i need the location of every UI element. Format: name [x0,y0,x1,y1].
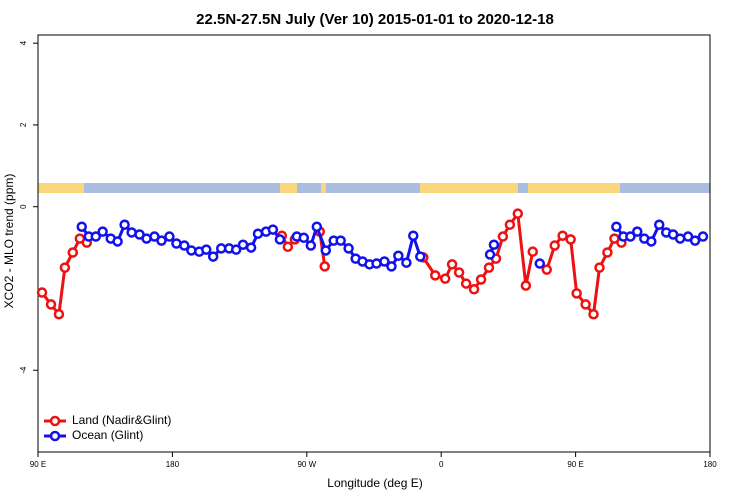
plot-frame [37,34,711,453]
point [439,273,451,284]
point [697,231,709,242]
y-tick-label: -4 [19,366,28,374]
point [305,240,317,251]
point [588,308,599,320]
y-tick-label: 4 [19,40,28,45]
point [36,287,48,298]
x-tick-label: 90 E [30,460,46,469]
point [602,247,613,258]
point [45,299,57,310]
point [594,262,605,273]
point [475,274,487,285]
point [401,257,412,268]
point [484,249,496,260]
x-tick-label: 90 E [567,460,583,469]
point [632,226,643,237]
point [252,228,264,239]
point [67,247,79,258]
point [76,221,88,232]
legend-label: Ocean (Glint) [72,428,143,442]
point [393,250,404,262]
point [504,219,516,230]
point [557,230,568,241]
point [320,245,332,256]
point [527,246,538,257]
point [119,219,130,230]
point [207,251,219,262]
point [335,235,346,246]
point [415,251,426,262]
point [282,241,294,253]
point [311,221,323,232]
point [53,308,65,320]
point [468,284,480,295]
legend-marker [49,415,61,427]
y-tick-label: 2 [19,122,28,127]
point [179,240,190,251]
point [689,235,701,246]
point [379,256,390,267]
point [201,244,212,255]
legend-marker [49,430,61,442]
point [446,259,458,270]
point [386,261,397,272]
point [453,267,465,278]
point [230,244,242,255]
point [97,226,108,237]
point [319,261,330,272]
point [429,270,441,281]
point [237,239,249,250]
point [164,231,175,242]
point [59,262,71,273]
point [646,236,657,247]
x-tick-label: 0 [439,460,444,469]
point [653,219,665,230]
point [625,231,636,242]
point [580,299,591,310]
point [186,245,197,256]
chart-title: 22.5N-27.5N July (Ver 10) 2015-01-01 to … [196,11,554,28]
point [541,264,553,275]
land-sea-band [38,183,710,193]
point [156,235,167,246]
point [245,242,257,253]
point [520,280,532,291]
point [497,231,509,242]
y-axis-label: XCO2 - MLO trend (ppm) [2,174,16,309]
point [90,231,102,242]
point [565,234,576,245]
point [274,234,286,245]
x-tick-label: 180 [703,460,717,469]
point [460,278,472,289]
x-axis-label: Longitude (deg E) [327,476,422,490]
point [571,288,582,299]
point [534,258,546,269]
point [483,262,495,273]
point [408,230,419,241]
point [298,232,310,244]
point [488,239,500,250]
x-tick-label: 180 [166,460,180,469]
legend-label: Land (Nadir&Glint) [72,413,171,427]
point [267,224,279,235]
point [512,208,524,219]
y-tick-label: 0 [19,204,28,209]
point [112,236,123,247]
point [343,243,354,254]
x-tick-label: 90 W [297,460,316,469]
point [611,221,622,232]
point [549,240,560,251]
